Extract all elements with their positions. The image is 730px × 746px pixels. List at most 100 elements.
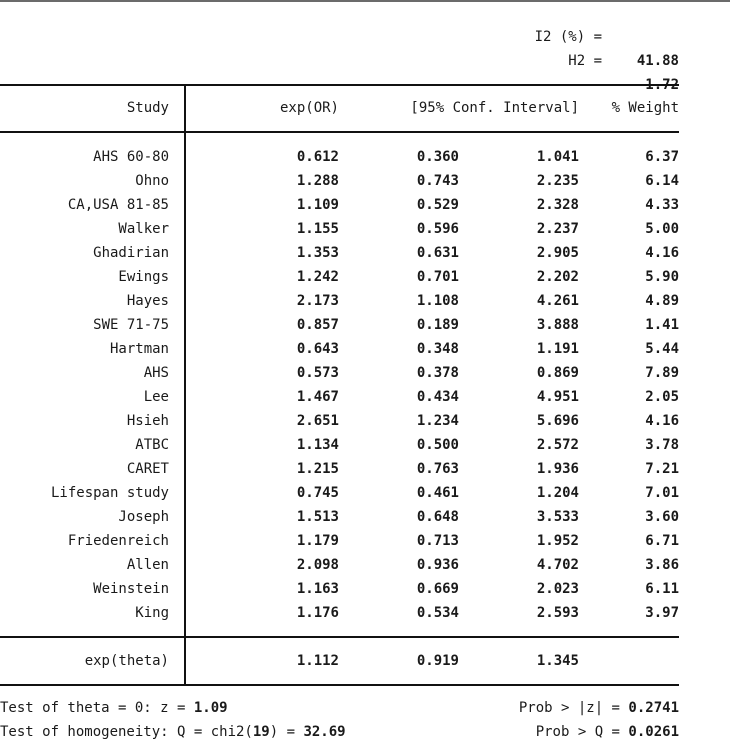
ci-high: 3.888 — [536, 317, 579, 333]
study-name: CARET — [126, 461, 169, 477]
theta-prob-value: 0.2741 — [628, 700, 679, 716]
header-weight: % Weight — [611, 100, 679, 116]
estimate: 1.288 — [296, 173, 339, 189]
estimate: 1.176 — [296, 605, 339, 621]
pooled-ci-high: 1.345 — [536, 653, 579, 669]
weight: 3.86 — [645, 557, 679, 573]
ci-high: 3.533 — [536, 509, 579, 525]
homog-test-label: Test of homogeneity: Q = chi2( — [0, 724, 253, 740]
ci-high: 1.041 — [536, 149, 579, 165]
weight: 7.89 — [645, 365, 679, 381]
study-name: Allen — [126, 557, 169, 573]
ci-low: 0.378 — [416, 365, 459, 381]
study-name: Ohno — [135, 173, 169, 189]
header-study: Study — [126, 100, 169, 116]
ci-low: 0.189 — [416, 317, 459, 333]
estimate: 1.163 — [296, 581, 339, 597]
h2-line: H2 = 1.72 — [0, 25, 730, 93]
ci-high: 1.204 — [536, 485, 579, 501]
table-row: SWE 71-75 0.857 0.189 3.888 1.41 — [0, 313, 679, 337]
weight: 6.37 — [645, 149, 679, 165]
table-bottom-rule — [0, 684, 679, 686]
estimate: 2.098 — [296, 557, 339, 573]
theta-test: Test of theta = 0: z = 1.09 — [0, 696, 228, 720]
estimate: 1.467 — [296, 389, 339, 405]
table-row: Hayes 2.173 1.108 4.261 4.89 — [0, 289, 679, 313]
ci-high: 5.696 — [536, 413, 579, 429]
weight: 5.00 — [645, 221, 679, 237]
weight: 4.16 — [645, 413, 679, 429]
ci-low: 0.534 — [416, 605, 459, 621]
ci-high: 0.869 — [536, 365, 579, 381]
study-name: Hayes — [126, 293, 169, 309]
ci-low: 0.434 — [416, 389, 459, 405]
table-top-rule — [0, 84, 679, 86]
estimate: 1.155 — [296, 221, 339, 237]
study-name: King — [135, 605, 169, 621]
header-ci: [95% Conf. Interval] — [410, 100, 579, 116]
estimate: 0.612 — [296, 149, 339, 165]
ci-low: 0.936 — [416, 557, 459, 573]
study-name: Hartman — [109, 341, 169, 357]
table-row: Ghadirian 1.353 0.631 2.905 4.16 — [0, 241, 679, 265]
theta-test-label: Test of theta = 0: z = — [0, 700, 194, 716]
table-row: Friedenreich 1.179 0.713 1.952 6.71 — [0, 529, 679, 553]
pooled-row: exp(theta) 1.112 0.919 1.345 — [0, 649, 679, 673]
homog-df: 19 — [252, 724, 270, 740]
table-row: ATBC 1.134 0.500 2.572 3.78 — [0, 433, 679, 457]
i2-line: I2 (%) = 41.88 — [0, 1, 730, 69]
table-row: Lifespan study 0.745 0.461 1.204 7.01 — [0, 481, 679, 505]
weight: 6.11 — [645, 581, 679, 597]
study-name: Lee — [143, 389, 169, 405]
i2-value: 41.88 — [636, 53, 679, 69]
weight: 5.90 — [645, 269, 679, 285]
study-name: AHS 60-80 — [93, 149, 169, 165]
estimate: 1.215 — [296, 461, 339, 477]
study-name: Lifespan study — [50, 485, 169, 501]
ci-low: 0.529 — [416, 197, 459, 213]
study-name: Weinstein — [93, 581, 169, 597]
pooled-top-rule — [0, 636, 679, 638]
i2-label: I2 (%) = — [534, 29, 602, 45]
ci-high: 1.936 — [536, 461, 579, 477]
ci-low: 0.648 — [416, 509, 459, 525]
estimate: 2.173 — [296, 293, 339, 309]
estimate: 0.573 — [296, 365, 339, 381]
header-estimate: exp(OR) — [279, 100, 339, 116]
table-row: Walker 1.155 0.596 2.237 5.00 — [0, 217, 679, 241]
table-row: Ewings 1.242 0.701 2.202 5.90 — [0, 265, 679, 289]
weight: 5.44 — [645, 341, 679, 357]
ci-high: 2.235 — [536, 173, 579, 189]
study-name: Hsieh — [126, 413, 169, 429]
study-name: SWE 71-75 — [93, 317, 169, 333]
estimate: 1.134 — [296, 437, 339, 453]
table-row: CA,USA 81-85 1.109 0.529 2.328 4.33 — [0, 193, 679, 217]
ci-low: 0.500 — [416, 437, 459, 453]
ci-low: 0.596 — [416, 221, 459, 237]
estimate: 1.109 — [296, 197, 339, 213]
theta-prob-label: Prob > |z| = — [518, 700, 629, 716]
ci-high: 4.261 — [536, 293, 579, 309]
study-name: AHS — [143, 365, 169, 381]
study-name: Ewings — [118, 269, 169, 285]
homog-prob: Prob > Q = 0.0261 — [536, 720, 679, 744]
homog-mid: ) = — [269, 724, 304, 740]
estimate: 1.353 — [296, 245, 339, 261]
estimate: 0.643 — [296, 341, 339, 357]
ci-high: 2.593 — [536, 605, 579, 621]
table-row: Allen 2.098 0.936 4.702 3.86 — [0, 553, 679, 577]
weight: 2.05 — [645, 389, 679, 405]
weight: 7.21 — [645, 461, 679, 477]
weight: 4.89 — [645, 293, 679, 309]
ci-high: 2.237 — [536, 221, 579, 237]
h2-label: H2 = — [568, 53, 602, 69]
table-row: Joseph 1.513 0.648 3.533 3.60 — [0, 505, 679, 529]
theta-z-value: 1.09 — [193, 700, 228, 716]
table-row: AHS 0.573 0.378 0.869 7.89 — [0, 361, 679, 385]
pooled-estimate: 1.112 — [296, 653, 339, 669]
ci-low: 0.461 — [416, 485, 459, 501]
study-name: Joseph — [118, 509, 169, 525]
table-row: Lee 1.467 0.434 4.951 2.05 — [0, 385, 679, 409]
weight: 3.78 — [645, 437, 679, 453]
weight: 6.71 — [645, 533, 679, 549]
